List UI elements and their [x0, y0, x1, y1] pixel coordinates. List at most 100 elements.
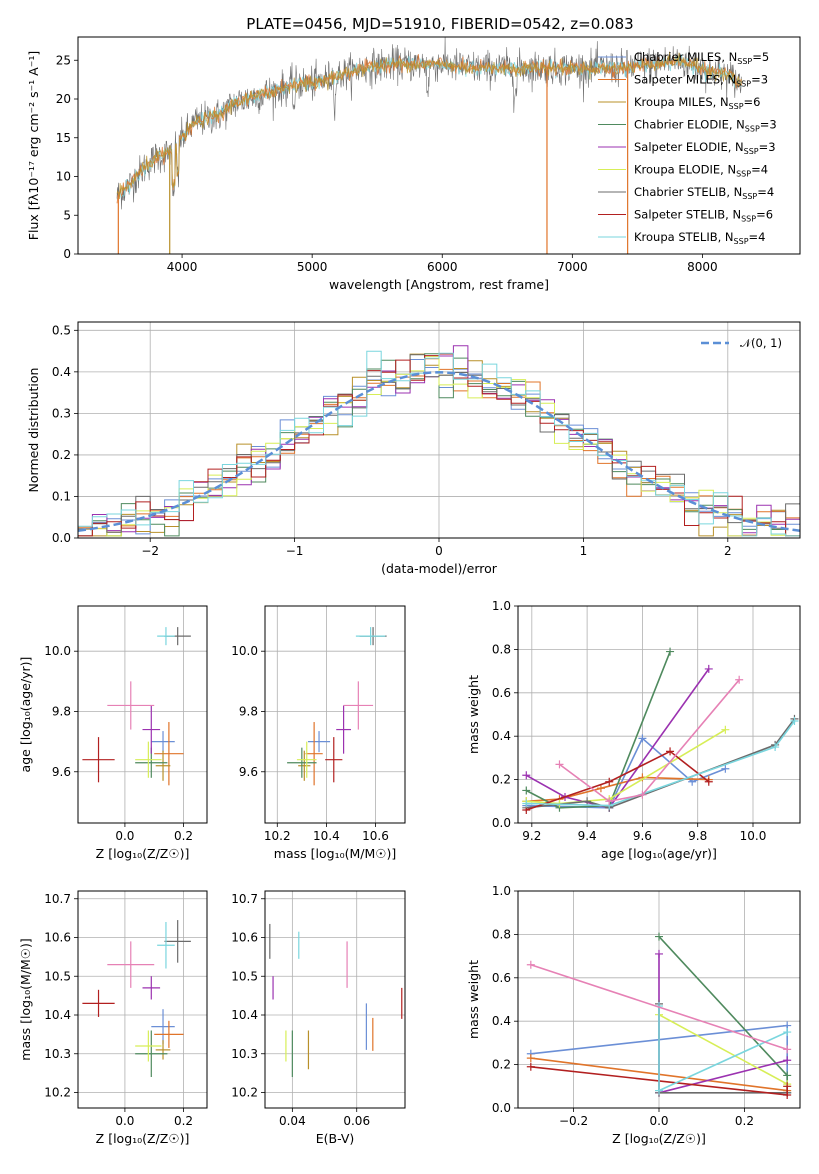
mass-weight-marker — [526, 960, 535, 969]
y-tick-label: 10.7 — [231, 892, 258, 906]
x-tick-label: 0.2 — [174, 1114, 193, 1128]
legend-subscript: SSP — [745, 125, 760, 134]
legend-nssp-value: =6 — [744, 95, 761, 109]
normal-curve — [78, 371, 800, 532]
plot-area-age_vs_mass — [265, 606, 405, 823]
x-axis-label: Z [log₁₀(Z/Z☉)] — [96, 846, 190, 861]
legend-nssp-value: =6 — [756, 208, 773, 222]
y-tick-label: 0.0 — [492, 816, 511, 830]
legend-label: Chabrier ELODIE, N — [634, 118, 745, 132]
y-tick-label: 15 — [56, 131, 71, 145]
legend-subscript: SSP — [736, 170, 751, 179]
legend-subscript: SSP — [729, 102, 744, 111]
legend-label: Salpeter MILES, N — [634, 73, 736, 87]
mass-weight-marker — [655, 932, 663, 941]
residual-histogram — [78, 354, 800, 533]
x-axis-label: (data-model)/error — [381, 561, 498, 576]
panel-residuals: 𝒩(0, 1) −2 −1 0 1 2 0.0 0.1 0.2 0.3 0.4 0.5 (data-mo… — [26, 321, 801, 576]
mass-weight-line — [526, 718, 796, 809]
y-tick-label: 0.6 — [492, 686, 511, 700]
x-tick-label: 6000 — [427, 260, 458, 274]
x-tick-label: 9.2 — [522, 829, 541, 843]
legend-subscript: SSP — [742, 192, 757, 201]
y-axis-label: mass weight — [466, 960, 481, 1039]
mass-weight-marker — [605, 797, 614, 806]
y-tick-label: 10.3 — [44, 1047, 71, 1061]
x-tick-label: 9.4 — [578, 829, 597, 843]
y-tick-label: 10.4 — [44, 1008, 71, 1022]
x-tick-label: 1 — [580, 544, 588, 558]
y-tick-label: 9.6 — [239, 765, 258, 779]
y-tick-label: 10.2 — [44, 1086, 71, 1100]
legend-label: Chabrier MILES, N — [634, 50, 737, 64]
y-tick-label: 0.4 — [492, 729, 511, 743]
panel-age_vs_Z: 0.0 0.2 9.6 9.8 10.0 Z [log₁₀(Z/Z☉)] age [log₁… — [18, 605, 208, 861]
y-axis-label: Normed distribution — [26, 368, 41, 493]
mass-weight-marker — [783, 1028, 792, 1037]
legend-label: Kroupa MILES, N — [634, 95, 729, 109]
figure-title: PLATE=0456, MJD=51910, FIBERID=0542, z=0… — [246, 15, 633, 33]
legend-entry: Kroupa ELODIE, NSSP=4 — [634, 163, 768, 179]
legend-label: Kroupa STELIB, N — [634, 230, 734, 244]
y-tick-label: 9.6 — [52, 765, 71, 779]
y-tick-label: 10.0 — [231, 644, 258, 658]
x-tick-label: 10.0 — [740, 829, 767, 843]
legend-nssp-value: =3 — [760, 118, 777, 132]
residual-histogram — [78, 350, 800, 537]
y-tick-label: 0.8 — [492, 927, 511, 941]
mass-weight-marker — [704, 777, 713, 786]
legend-nssp-value: =4 — [749, 230, 766, 244]
legend-label: Salpeter ELODIE, N — [634, 140, 744, 154]
mass-weight-marker — [790, 717, 799, 726]
mass-weight-marker — [783, 1082, 792, 1091]
y-tick-label: 1.0 — [492, 884, 511, 898]
mass-weight-line — [658, 1013, 788, 1087]
x-tick-label: 10.4 — [313, 829, 340, 843]
panel-weight_vs_Z: −0.2 0.0 0.2 0.0 0.2 0.4 0.6 0.8 1.0 Z [log₁₀(Z/Z… — [466, 884, 801, 1146]
x-axis-label: mass [log₁₀(M/M☉)] — [274, 846, 396, 861]
y-tick-label: 0.4 — [52, 365, 71, 379]
x-axis-label: age [log₁₀(age/yr)] — [601, 846, 717, 861]
mass-weight-marker — [555, 760, 564, 769]
y-tick-label: 0.2 — [492, 773, 511, 787]
plot-area-residuals — [78, 322, 800, 538]
y-tick-label: 9.8 — [52, 704, 71, 718]
y-tick-label: 0.6 — [492, 971, 511, 985]
panel-age_vs_mass: 10.2 10.4 10.6 9.6 9.8 10.0 mass [log₁₀(M/M☉)] — [231, 605, 406, 861]
legend-subscript: SSP — [737, 57, 752, 66]
mass-weight-marker — [638, 790, 647, 799]
y-axis-label: mass [log₁₀(M/M☉)] — [18, 938, 33, 1060]
axes-frame — [77, 890, 208, 1109]
panel-mass_vs_Z: 0.0 0.2 10.2 10.3 10.4 10.5 10.6 10.7 Z [log₁₀(Z… — [18, 890, 208, 1146]
mass-weight-line — [658, 1006, 788, 1092]
legend-label: Chabrier STELIB, N — [634, 185, 742, 199]
mass-weight-line — [526, 720, 796, 807]
axes-frame — [264, 890, 406, 1109]
legend-entry: Chabrier STELIB, NSSP=4 — [634, 185, 774, 201]
mass-weight-line — [559, 679, 740, 803]
legend-nssp-value: =4 — [751, 163, 768, 177]
axes-frame — [77, 605, 208, 824]
panel-weight_vs_age: 9.2 9.4 9.6 9.8 10.0 0.0 0.2 0.4 0.6 0.8 1.0 age [l… — [466, 599, 801, 861]
mass-weight-marker — [526, 1062, 535, 1071]
mass-weight-line — [658, 1003, 788, 1094]
legend-subscript: SSP — [744, 147, 759, 156]
x-tick-label: −0.2 — [559, 1114, 588, 1128]
x-tick-label: 10.6 — [362, 829, 389, 843]
mass-weight-line — [526, 750, 710, 811]
mass-weight-line — [525, 651, 671, 809]
y-tick-label: 10.5 — [231, 969, 258, 983]
y-axis-label: age [log₁₀(age/yr)] — [18, 657, 33, 773]
mass-weight-line — [530, 964, 788, 1051]
mass-weight-marker — [666, 647, 675, 656]
mass-weight-marker — [721, 764, 730, 773]
legend-nssp-value: =3 — [751, 73, 768, 87]
legend-entry: Kroupa MILES, NSSP=6 — [634, 95, 760, 111]
legend-subscript: SSP — [736, 80, 751, 89]
mass-weight-line — [658, 936, 788, 1093]
y-tick-label: 0.4 — [492, 1014, 511, 1028]
plot-area-weight_vs_Z — [518, 891, 800, 1108]
y-tick-label: 1.0 — [492, 599, 511, 613]
y-tick-label: 0.8 — [492, 642, 511, 656]
